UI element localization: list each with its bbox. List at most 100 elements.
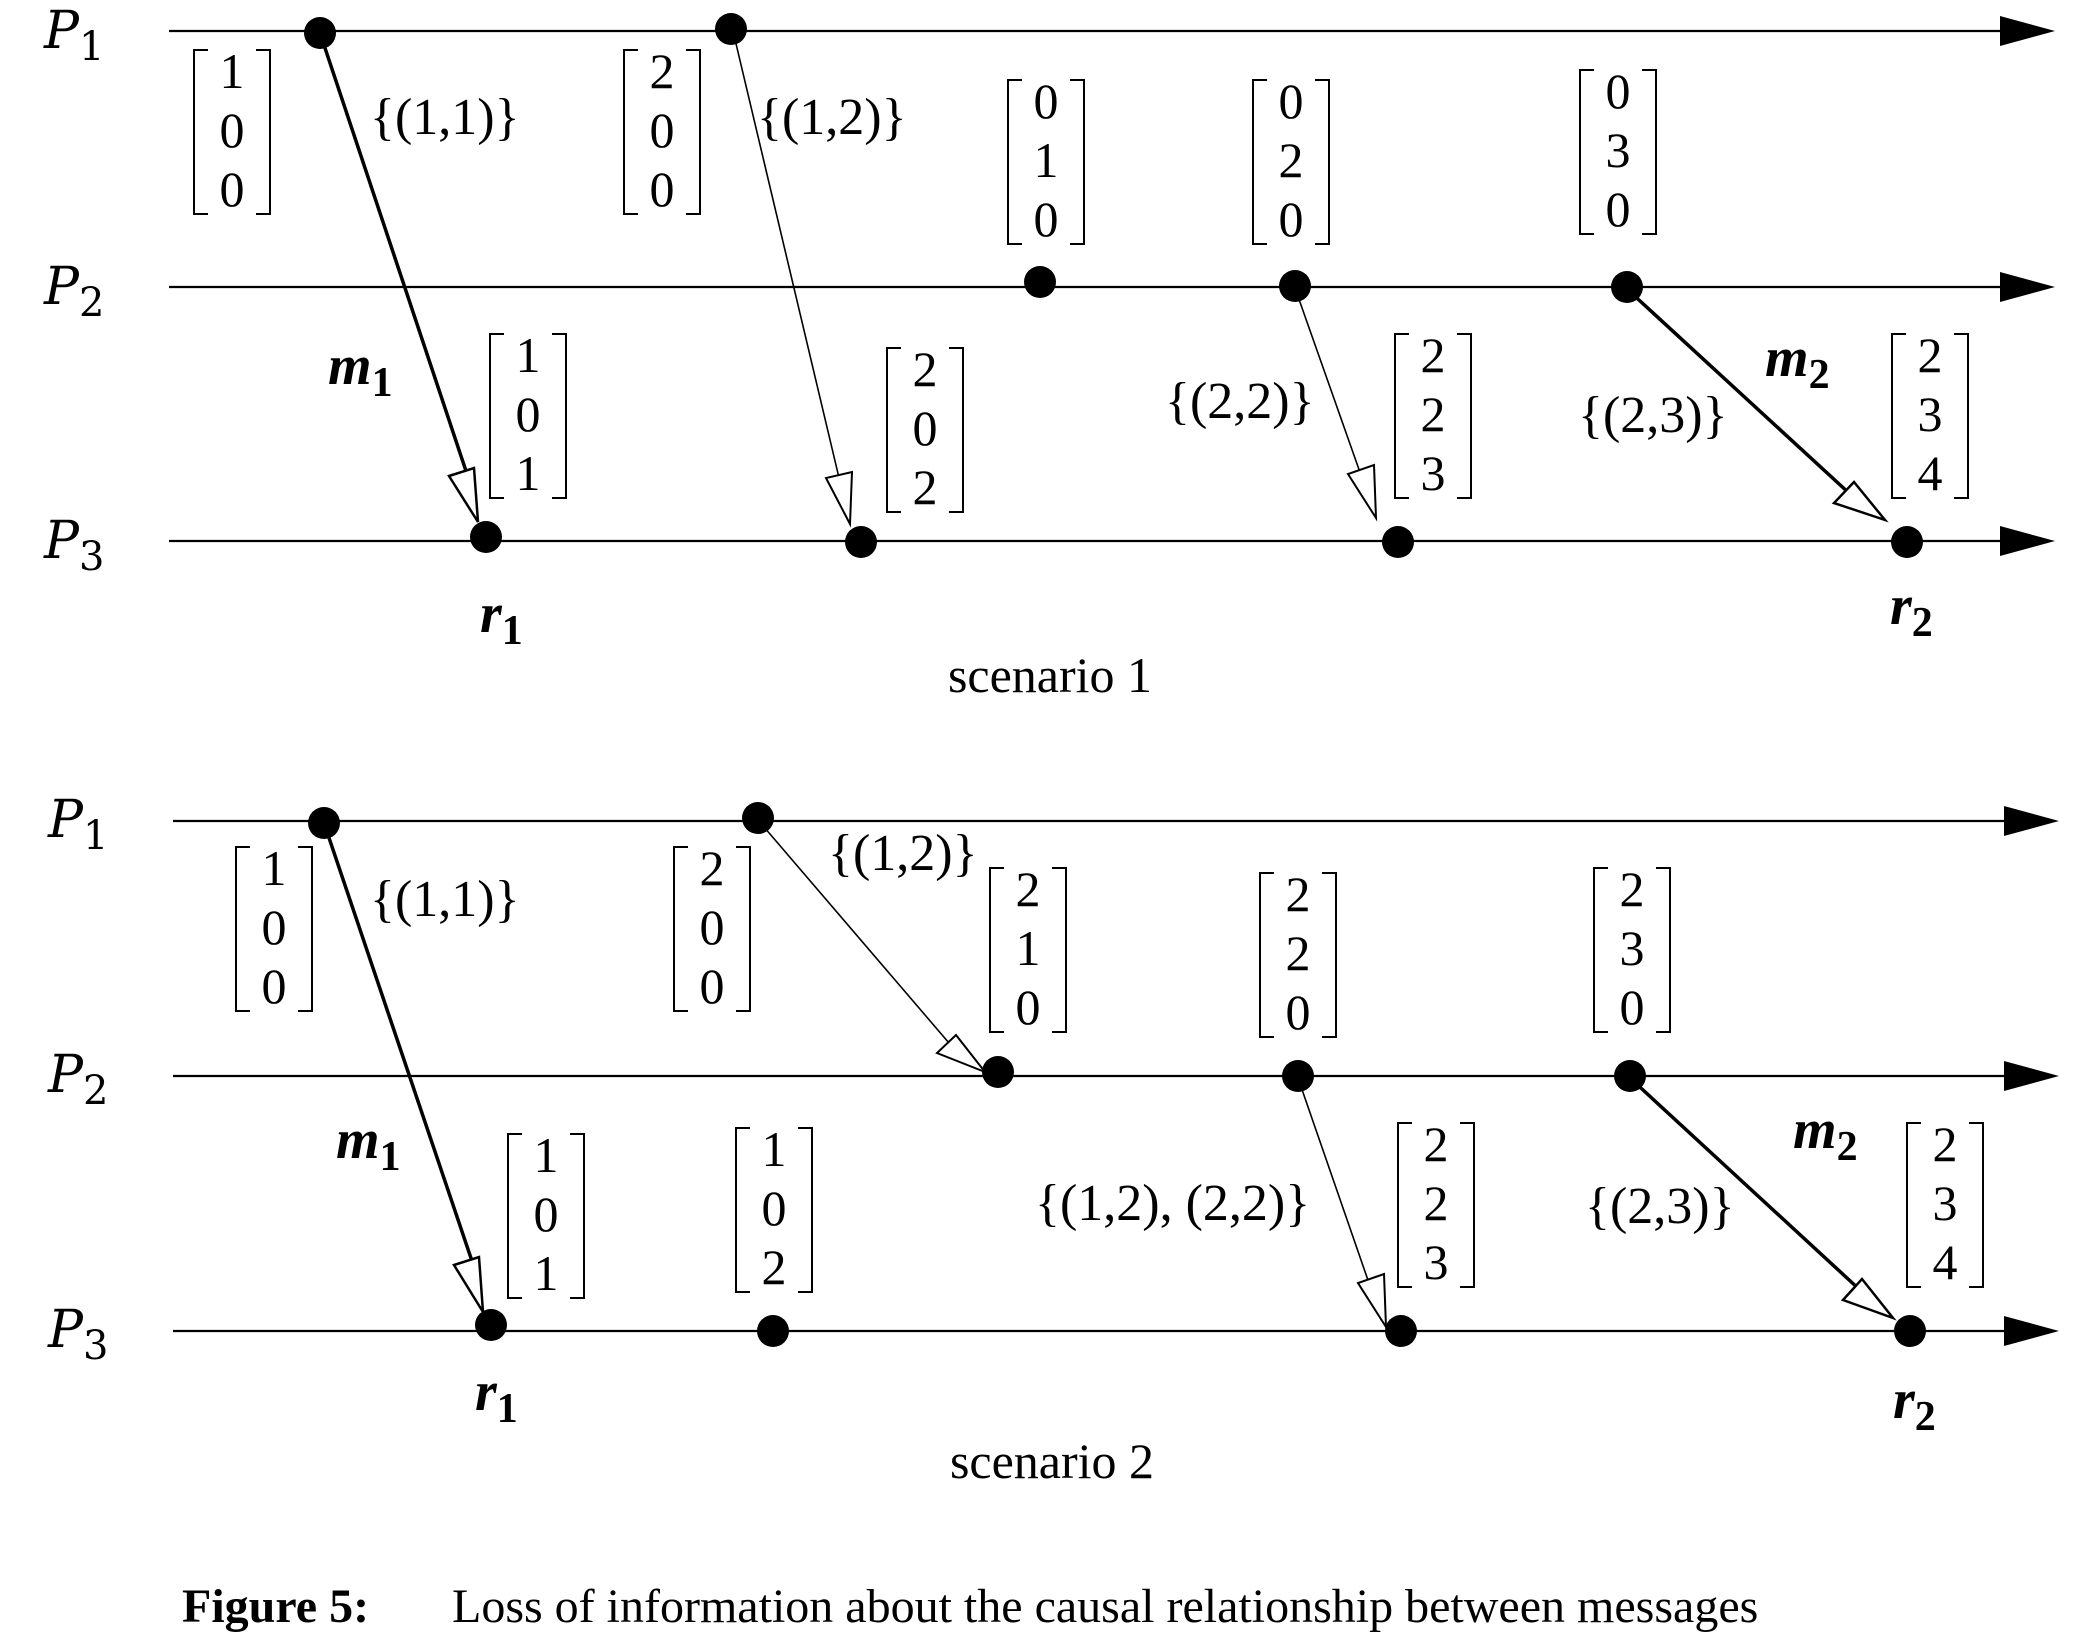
- vector-entry: 0: [1606, 63, 1631, 119]
- vector-matrix: 2 3 4: [1906, 1116, 1984, 1290]
- vector-entry: 3: [1918, 386, 1943, 442]
- vector-entry: 0: [516, 386, 541, 442]
- piggyback-set: {(2,3)}: [1578, 387, 1728, 444]
- vector-matrix: 2 2 0: [1259, 866, 1337, 1040]
- message-label-m2: m2: [1793, 1099, 1858, 1170]
- vector-entry: 3: [1424, 1234, 1449, 1290]
- vector-entry: 2: [1933, 1116, 1958, 1172]
- event-dot: [1382, 526, 1414, 558]
- vector-entry: 3: [1933, 1175, 1958, 1231]
- event-dot: [845, 526, 877, 558]
- vector-entry: 1: [220, 43, 245, 99]
- process-label-p1: P1: [43, 1, 104, 70]
- vector-matrix: 1 0 1: [489, 327, 567, 501]
- event-dot: [1024, 266, 1056, 298]
- vector-matrix: 1 0 0: [193, 43, 271, 217]
- vector-entry: 2: [1286, 925, 1311, 981]
- message-m2: [1625, 287, 1889, 523]
- event-dot: [982, 1056, 1014, 1088]
- vector-entry: 2: [1421, 327, 1446, 383]
- arrowhead-open-icon: [824, 470, 854, 528]
- arrowhead-open-icon: [452, 1255, 485, 1313]
- arrowhead-icon: [2000, 16, 2055, 46]
- arrowhead-open-icon: [935, 1033, 989, 1075]
- vector-entry: 0: [1606, 181, 1631, 237]
- vector-entry: 0: [1034, 73, 1059, 129]
- vector-matrix: 2 2 3: [1397, 1116, 1475, 1290]
- vector-entry: 1: [1016, 920, 1041, 976]
- receive-label-r1: r1: [480, 583, 523, 654]
- piggyback-set: {(1,2)}: [828, 825, 978, 882]
- vector-entry: 2: [1016, 861, 1041, 917]
- process-label-p3: P3: [47, 1300, 108, 1369]
- vector-entry: 3: [1606, 122, 1631, 178]
- scenario-1: P1 P2 P3: [43, 1, 2055, 703]
- vector-matrix: 0 1 0: [1007, 73, 1085, 247]
- piggyback-set: {(1,2), (2,2)}: [1035, 1175, 1310, 1232]
- message-p1-p2: [757, 819, 989, 1075]
- scenario-label: scenario 2: [950, 1433, 1154, 1489]
- timeline-p3: [173, 1316, 2059, 1346]
- vector-matrix: 2 2 3: [1394, 327, 1472, 501]
- vector-entry: 2: [913, 459, 938, 515]
- vector-matrix: 1 0 2: [735, 1121, 813, 1295]
- piggyback-set: {(1,1)}: [370, 89, 520, 146]
- vector-entry: 0: [1286, 984, 1311, 1040]
- vector-entry: 0: [1620, 979, 1645, 1035]
- event-dot: [1282, 1060, 1314, 1092]
- vector-entry: 2: [1286, 866, 1311, 922]
- arrowhead-icon: [2004, 1316, 2059, 1346]
- message-label-m1: m1: [328, 335, 393, 406]
- message-m1: [322, 822, 485, 1313]
- vector-entry: 0: [650, 102, 675, 158]
- timeline-p1: [173, 806, 2059, 836]
- vector-entry: 0: [762, 1180, 787, 1236]
- arrowhead-icon: [2004, 1061, 2059, 1091]
- vector-entry: 2: [700, 840, 725, 896]
- receive-label-r2: r2: [1893, 1369, 1936, 1440]
- vector-entry: 3: [1421, 445, 1446, 501]
- message-p1-p3-second: [732, 30, 854, 528]
- scenario-2: P1 P2 P3: [47, 790, 2059, 1489]
- timeline-p2: [173, 1061, 2059, 1091]
- piggyback-set: {(2,3)}: [1585, 1178, 1735, 1235]
- event-dot: [1279, 270, 1311, 302]
- scenario-label: scenario 1: [948, 647, 1152, 703]
- vector-matrix: 0 3 0: [1579, 63, 1657, 237]
- timeline-p2: [169, 272, 2055, 302]
- piggyback-set: {(1,2)}: [757, 89, 907, 146]
- process-label-p3: P3: [43, 511, 104, 580]
- vector-matrix: 2 1 0: [989, 861, 1067, 1035]
- vector-matrix: 0 2 0: [1252, 73, 1330, 247]
- vector-entry: 3: [1620, 920, 1645, 976]
- arrowhead-icon: [2000, 272, 2055, 302]
- arrowhead-open-icon: [1840, 1277, 1897, 1321]
- figure-caption: Figure 5: Loss of information about the …: [182, 1580, 1758, 1633]
- event-dot: [715, 13, 747, 45]
- vector-entry: 2: [762, 1239, 787, 1295]
- message-p2-p3-first: [1297, 1077, 1388, 1331]
- event-dot: [1614, 1060, 1646, 1092]
- arrowhead-open-icon: [1356, 1272, 1388, 1331]
- arrowhead-icon: [2004, 806, 2059, 836]
- receive-label-r1: r1: [475, 1361, 518, 1432]
- vector-matrix: 2 0 2: [886, 341, 964, 515]
- vector-entry: 0: [1279, 73, 1304, 129]
- vector-entry: 2: [1424, 1116, 1449, 1172]
- vector-matrix: 1 0 0: [235, 840, 313, 1014]
- vector-entry: 0: [220, 102, 245, 158]
- event-dot: [1385, 1315, 1417, 1347]
- receive-label-r2: r2: [1890, 575, 1933, 646]
- event-dot: [757, 1315, 789, 1347]
- event-dot: [308, 807, 340, 839]
- vector-entry: 2: [913, 341, 938, 397]
- event-dot: [475, 1309, 507, 1341]
- event-dot: [742, 802, 774, 834]
- event-dot: [470, 521, 502, 553]
- event-dot: [1891, 526, 1923, 558]
- process-label-p2: P2: [43, 257, 104, 326]
- process-label-p1: P1: [47, 790, 108, 859]
- arrowhead-open-icon: [1831, 480, 1889, 523]
- event-dot: [304, 17, 336, 49]
